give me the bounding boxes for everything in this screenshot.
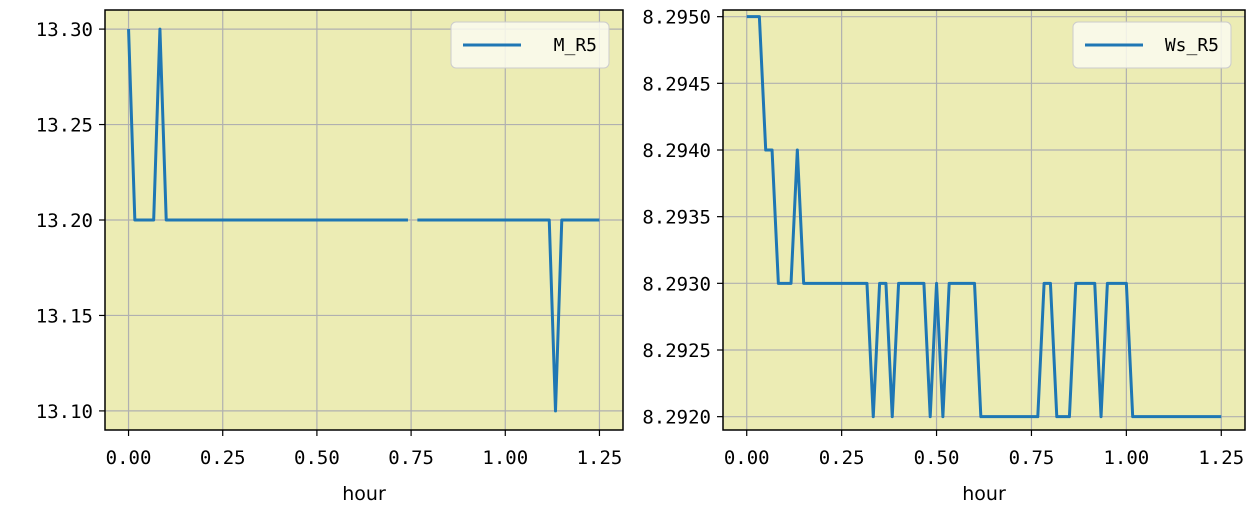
x-tick-label: 0.75 <box>388 447 434 469</box>
x-tick-label: 0.50 <box>294 447 340 469</box>
tick-marks: 0.00 0.25 0.50 0.75 1.00 1.25 13.10 13.15 13.20 1… <box>36 19 623 469</box>
x-tick-label: 0.00 <box>106 447 152 469</box>
y-tick-label: 8.2935 <box>642 207 711 229</box>
legend-box <box>1072 21 1232 69</box>
y-tick-label: 8.2930 <box>642 273 711 295</box>
plot-frame <box>722 9 1246 431</box>
x-tick-label: 1.25 <box>577 447 623 469</box>
legend: M_R5 <box>450 21 610 69</box>
x-tick-label: 0.25 <box>200 447 246 469</box>
legend-box <box>450 21 610 69</box>
plot-background <box>723 10 1245 430</box>
series-line-m-r5 <box>417 218 600 413</box>
legend-label: Ws_R5 <box>1165 35 1219 56</box>
x-tick-label: 1.25 <box>1198 447 1244 469</box>
y-tick-label: 13.15 <box>36 305 93 327</box>
y-tick-label: 8.2940 <box>642 140 711 162</box>
y-tick-label: 13.25 <box>36 115 93 137</box>
x-tick-label: 0.00 <box>724 447 770 469</box>
y-tick-label: 8.2945 <box>642 73 711 95</box>
series-lines <box>127 27 600 413</box>
chart-panel-ws-r5: 0.00 0.25 0.50 0.75 1.00 1.25 8.2920 8.2925 8.29… <box>642 7 1246 505</box>
x-axis-label: hour <box>342 483 386 505</box>
x-tick-label: 0.75 <box>1009 447 1055 469</box>
x-tick-label: 1.00 <box>482 447 528 469</box>
tick-marks: 0.00 0.25 0.50 0.75 1.00 1.25 8.2920 8.2925 8.29… <box>642 7 1244 469</box>
x-tick-label: 0.50 <box>914 447 960 469</box>
series-line-m-r5 <box>127 27 408 222</box>
legend-label: M_R5 <box>554 35 597 56</box>
legend: Ws_R5 <box>1072 21 1232 69</box>
y-tick-label: 8.2925 <box>642 340 711 362</box>
chart-panel-m-r5: 0.00 0.25 0.50 0.75 1.00 1.25 13.10 13.15 13.20 1… <box>36 9 624 505</box>
series-line-ws-r5 <box>746 15 1222 419</box>
series-lines <box>746 15 1222 419</box>
y-tick-label: 13.10 <box>36 401 93 423</box>
y-tick-label: 8.2920 <box>642 407 711 429</box>
y-tick-label: 13.20 <box>36 210 93 232</box>
x-axis-label: hour <box>962 483 1006 505</box>
y-tick-label: 8.2950 <box>642 7 711 29</box>
x-tick-label: 1.00 <box>1103 447 1149 469</box>
y-tick-label: 13.30 <box>36 19 93 41</box>
x-tick-label: 0.25 <box>819 447 865 469</box>
